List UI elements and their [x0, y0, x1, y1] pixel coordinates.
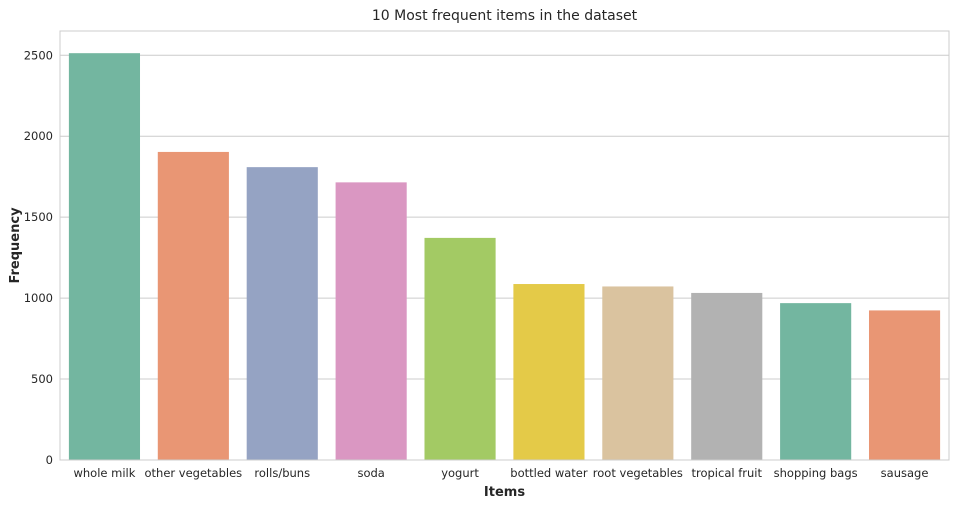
bar-soda — [335, 182, 407, 461]
y-tick-label-3: 1500 — [24, 210, 53, 224]
chart-title: 10 Most frequent items in the dataset — [372, 8, 638, 24]
y-tick-label-5: 2500 — [24, 48, 53, 62]
x-tick-label-5: bottled water — [510, 466, 588, 480]
bars — [68, 53, 941, 461]
bar-yogurt — [424, 237, 496, 460]
x-tick-label-1: other vegetables — [145, 466, 243, 480]
x-tick-labels: whole milk other vegetables rolls/buns soda… — [73, 466, 928, 480]
bar-sausage — [868, 310, 941, 460]
y-tick-label-1: 500 — [31, 372, 53, 386]
x-tick-label-7: tropical fruit — [691, 466, 762, 480]
plot-frame — [59, 30, 950, 461]
bar-bottled-water — [513, 284, 585, 460]
bar-other-vegetables — [157, 151, 229, 460]
x-tick-label-9: sausage — [881, 466, 929, 480]
bar-whole-milk — [68, 53, 141, 460]
x-tick-label-4: yogurt — [441, 466, 479, 480]
x-tick-label-8: shopping bags — [774, 466, 858, 480]
x-tick-label-0: whole milk — [73, 466, 135, 480]
bar-shopping-bags — [780, 303, 852, 460]
y-tick-label-4: 2000 — [24, 129, 53, 143]
y-tick-labels: 0 500 1000 1500 2000 2500 — [24, 48, 53, 467]
bar-rolls-buns — [246, 167, 318, 460]
bar-root-vegetables — [602, 286, 674, 460]
bar-tropical-fruit — [691, 292, 763, 460]
y-axis-label: Frequency — [8, 207, 23, 284]
x-tick-label-3: soda — [357, 466, 384, 480]
x-tick-label-2: rolls/buns — [254, 466, 310, 480]
x-tick-label-6: root vegetables — [593, 466, 683, 480]
x-axis-label: Items — [484, 485, 525, 500]
y-tick-label-0: 0 — [46, 453, 53, 467]
y-tick-label-2: 1000 — [24, 291, 53, 305]
